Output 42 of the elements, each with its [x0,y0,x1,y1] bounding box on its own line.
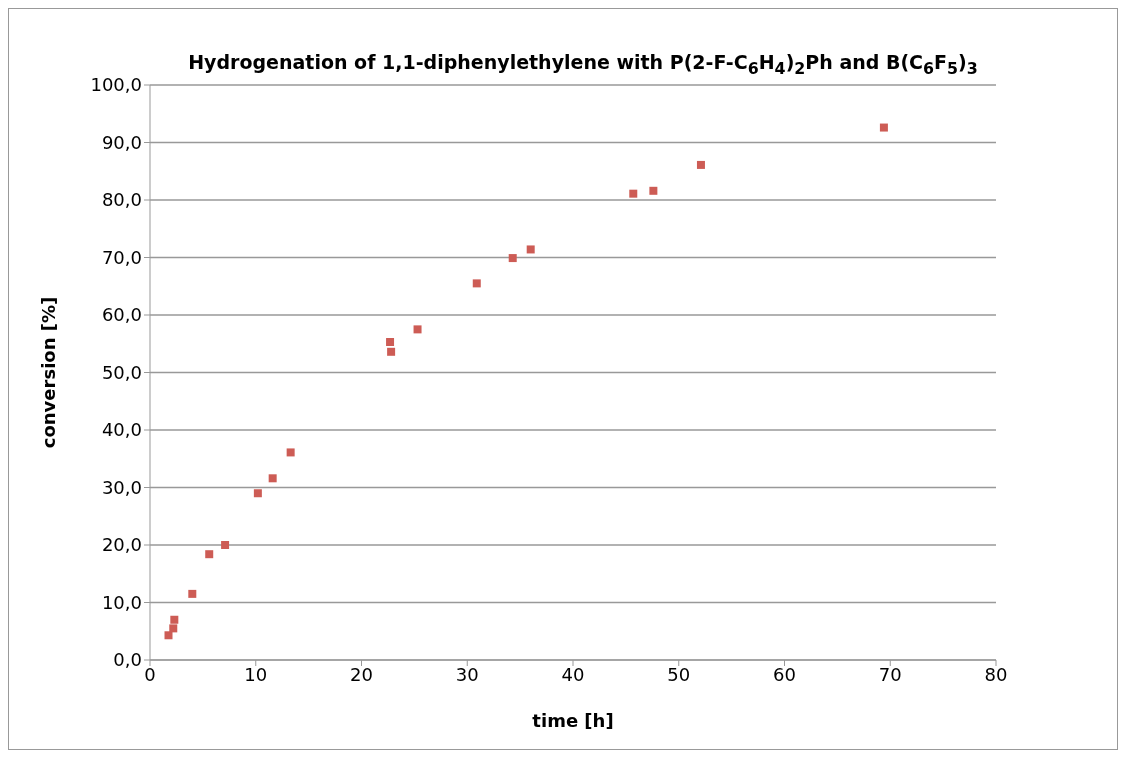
y-axis-title: conversion [%] [38,296,60,449]
y-tick-label: 100,0 [90,74,142,96]
y-tick-label: 40,0 [101,419,142,441]
x-tick-label: 40 [561,663,585,685]
y-tick-label: 30,0 [101,476,142,498]
point [649,186,658,195]
x-axis-title: time [h] [532,710,614,731]
x-tick-label: 80 [984,663,1008,685]
point [508,254,517,263]
point [221,541,230,549]
y-tick-label: 10,0 [101,591,142,613]
y-tick-label: 90,0 [101,131,142,153]
point [169,624,178,633]
point [387,347,396,356]
point [286,448,295,457]
x-tick-label: 0 [144,663,156,685]
point [164,631,173,640]
x-tick-label: 20 [350,663,373,685]
point [629,189,638,198]
x-tick-label: 60 [773,663,796,685]
x-tick-label: 10 [244,663,268,685]
point [413,325,422,334]
point [472,279,481,288]
point [205,550,214,559]
point [253,489,262,498]
y-tick-label: 20,0 [101,534,142,556]
chart-title: Hydrogenation of 1,1-diphenylethylene with P(2-F-C$_{6}$H$_{4}$)$_{2}$Ph and B(C$_{6}$F$_{5}$)$_{3}$ [188,51,978,78]
point [386,338,395,347]
y-tick-label: 60,0 [101,304,142,326]
x-tick-label: 70 [878,663,902,685]
point [526,245,535,254]
y-tick-label: 70,0 [101,246,142,268]
point [268,474,277,483]
point [879,123,888,132]
point [170,615,179,624]
point [696,160,705,169]
y-tick-label: 0,0 [113,649,142,671]
x-tick-label: 50 [667,663,691,685]
y-tick-label: 80,0 [101,189,142,211]
y-tick-label: 50,0 [101,361,142,383]
point [188,589,197,598]
x-tick-label: 30 [455,663,479,685]
